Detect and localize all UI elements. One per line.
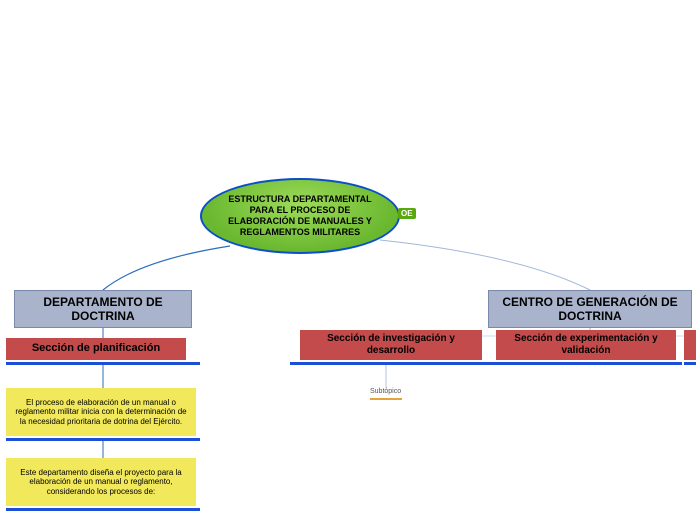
section-experimentacion: Sección de experimentación y validación (496, 330, 676, 360)
section-investigacion: Sección de investigación y desarrollo (300, 330, 482, 360)
subtopic-label: Subtópico (370, 388, 401, 395)
info-box-2-text: Este departamento diseña el proyecto par… (12, 468, 190, 497)
oe-badge: OE (398, 208, 416, 219)
oe-badge-label: OE (401, 209, 413, 218)
section-investigacion-underline (290, 362, 492, 365)
info-box-2: Este departamento diseña el proyecto par… (6, 458, 196, 506)
info-box-1-text: El proceso de elaboración de un manual o… (12, 398, 190, 427)
subtopic-underline (370, 398, 402, 400)
department-right-label: CENTRO DE GENERACIÓN DE DOCTRINA (495, 295, 685, 324)
department-left-label: DEPARTAMENTO DE DOCTRINA (21, 295, 185, 324)
central-topic-label: ESTRUCTURA DEPARTAMENTAL PARA EL PROCESO… (222, 194, 378, 239)
department-right: CENTRO DE GENERACIÓN DE DOCTRINA (488, 290, 692, 328)
section-cutoff-underline (684, 362, 696, 365)
section-planificacion: Sección de planificación (6, 338, 186, 360)
section-investigacion-label: Sección de investigación y desarrollo (308, 333, 474, 357)
subtopic: Subtópico (370, 388, 401, 395)
info-box-2-underline (6, 508, 200, 511)
info-box-1-underline (6, 438, 200, 441)
section-planificacion-label: Sección de planificación (32, 342, 160, 355)
section-experimentacion-underline (490, 362, 682, 365)
section-cutoff (684, 330, 696, 360)
connector-lines (0, 0, 696, 520)
section-experimentacion-label: Sección de experimentación y validación (504, 333, 668, 357)
central-topic: ESTRUCTURA DEPARTAMENTAL PARA EL PROCESO… (200, 178, 400, 254)
department-left: DEPARTAMENTO DE DOCTRINA (14, 290, 192, 328)
section-planificacion-underline (6, 362, 200, 365)
info-box-1: El proceso de elaboración de un manual o… (6, 388, 196, 436)
